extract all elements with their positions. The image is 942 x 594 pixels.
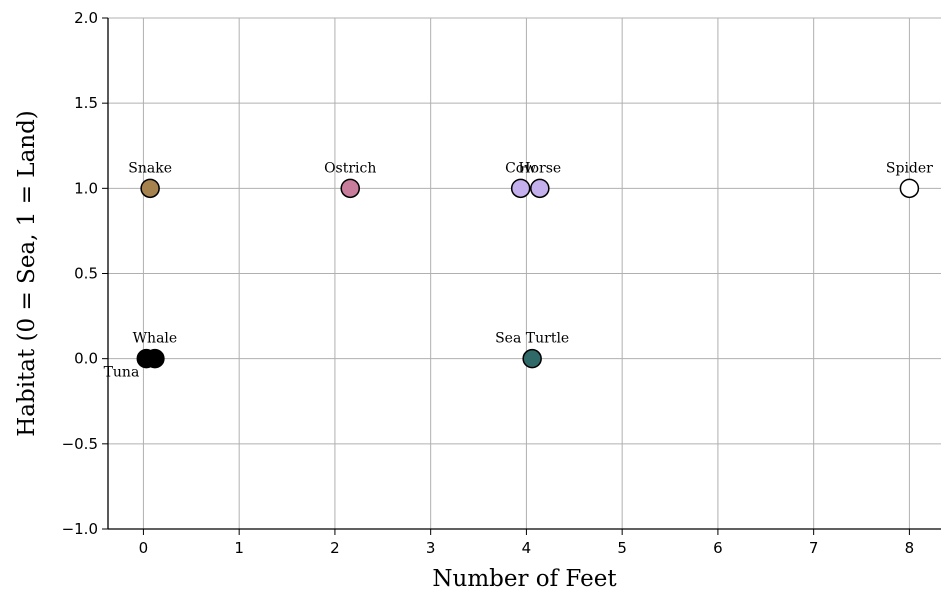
x-axis-title: Number of Feet — [432, 566, 617, 592]
point-label-whale: Whale — [133, 331, 178, 347]
point-label-sea-turtle: Sea Turtle — [495, 331, 569, 347]
point-spider — [899, 178, 920, 199]
x-tick-label-6: 6 — [713, 539, 723, 557]
y-ticks: −1.0 −0.5 0.0 0.5 1.0 1.5 2.0 — [62, 9, 108, 538]
x-tick-label-1: 1 — [234, 539, 244, 557]
point-whale — [145, 348, 165, 369]
x-tick-label-7: 7 — [809, 539, 819, 557]
y-tick-label-3: 0.5 — [74, 265, 98, 283]
x-tick-label-8: 8 — [905, 539, 915, 557]
x-ticks: 0 1 2 3 4 5 6 7 8 — [139, 529, 915, 557]
x-tick-label-5: 5 — [617, 539, 627, 557]
x-tick-label-2: 2 — [330, 539, 340, 557]
point-label-horse: Horse — [518, 160, 561, 176]
point-label-spider: Spider — [886, 160, 933, 176]
point-label-tuna: Tuna — [104, 365, 140, 381]
point-ostrich — [340, 178, 360, 199]
point-horse — [530, 178, 550, 199]
y-tick-label-6: 2.0 — [74, 9, 98, 27]
y-axis-title: Habitat (0 = Sea, 1 = Land) — [14, 110, 40, 437]
x-tick-label-3: 3 — [426, 539, 436, 557]
y-tick-label-0: −1.0 — [62, 520, 98, 538]
point-label-ostrich: Ostrich — [324, 160, 376, 176]
point-label-cow: Cow — [505, 160, 536, 176]
grid — [108, 17, 941, 530]
point-sea-turtle — [522, 348, 542, 369]
y-tick-label-5: 1.5 — [74, 94, 98, 112]
point-cow — [510, 178, 531, 199]
x-tick-label-0: 0 — [139, 539, 149, 557]
x-tick-label-4: 4 — [522, 539, 532, 557]
y-tick-label-4: 1.0 — [74, 179, 98, 197]
y-tick-label-2: 0.0 — [74, 350, 98, 368]
data-points — [136, 178, 920, 369]
point-snake — [140, 178, 160, 199]
point-label-snake: Snake — [128, 160, 172, 176]
y-tick-label-1: −0.5 — [62, 435, 98, 453]
